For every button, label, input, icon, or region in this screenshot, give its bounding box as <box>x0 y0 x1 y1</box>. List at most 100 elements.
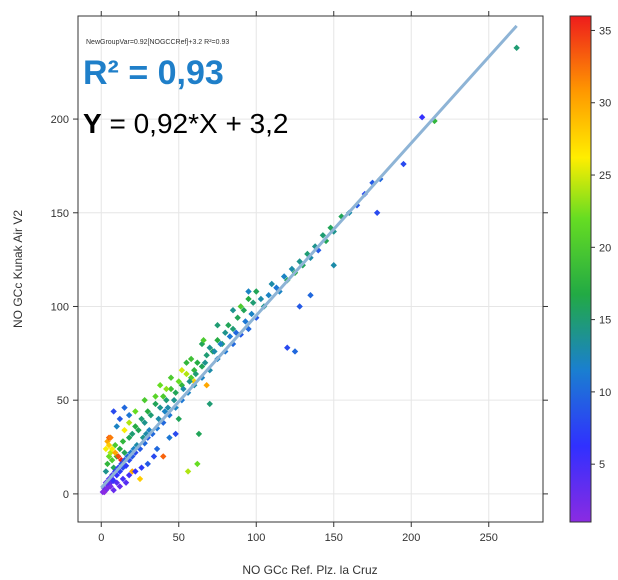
data-point-48 <box>125 434 133 441</box>
data-point-56 <box>152 400 159 408</box>
data-point-194 <box>121 426 128 434</box>
data-point-135 <box>138 464 145 471</box>
data-point-199 <box>200 337 207 344</box>
data-point-102 <box>431 117 438 125</box>
x-tick-label-4: 200 <box>402 532 420 544</box>
data-point-106 <box>121 404 128 411</box>
data-point-109 <box>107 434 114 441</box>
data-point-105 <box>116 415 124 423</box>
data-point-178 <box>288 265 296 273</box>
data-point-72 <box>214 337 221 344</box>
y-tick-label-3: 150 <box>51 208 69 220</box>
data-point-62 <box>175 378 182 385</box>
data-point-61 <box>172 389 179 396</box>
regression-line <box>100 24 518 489</box>
data-point-131 <box>166 434 173 441</box>
data-point-108 <box>113 423 120 430</box>
data-point-134 <box>150 453 158 460</box>
data-point-133 <box>144 460 151 468</box>
data-point-110 <box>105 441 113 449</box>
data-point-132 <box>172 430 179 438</box>
r-squared-label: R² = 0,93 <box>83 54 224 92</box>
data-point-100 <box>400 160 407 168</box>
data-point-193 <box>125 419 133 426</box>
x-tick-label-3: 150 <box>325 532 343 544</box>
x-tick-label-5: 250 <box>480 532 498 544</box>
data-point-118 <box>184 468 192 475</box>
data-point-76 <box>229 325 237 333</box>
colorbar-tick-label-4: 25 <box>599 170 611 182</box>
data-point-111 <box>108 445 116 453</box>
y-axis-ticks: 0 50 100 150 200 <box>51 114 548 501</box>
y-tick-label-4: 200 <box>51 114 69 126</box>
data-point-165 <box>186 378 193 385</box>
data-point-174 <box>257 295 265 303</box>
data-point-179 <box>296 258 303 265</box>
data-point-136 <box>132 468 139 475</box>
data-point-163 <box>170 396 178 404</box>
data-point-142 <box>110 486 117 494</box>
data-point-45 <box>116 445 124 453</box>
data-point-175 <box>265 292 272 299</box>
data-point-127 <box>203 381 210 389</box>
data-point-68 <box>198 363 206 370</box>
data-point-144 <box>104 485 111 492</box>
data-point-13 <box>129 453 136 460</box>
plot-frame <box>77 15 544 523</box>
data-point-143 <box>107 483 114 490</box>
data-point-79 <box>240 307 248 314</box>
x-tick-label-1: 50 <box>173 532 185 544</box>
equation-rest: = 0,92*X + 3,2 <box>101 108 289 139</box>
data-point-170 <box>226 333 234 340</box>
data-point-167 <box>201 359 209 366</box>
data-point-57 <box>156 404 164 411</box>
colorbar-tick-label-5: 30 <box>599 98 611 110</box>
data-point-117 <box>160 453 167 460</box>
colorbar <box>569 15 592 523</box>
data-point-177 <box>280 273 288 280</box>
data-point-74 <box>222 329 229 336</box>
data-point-161 <box>161 408 168 415</box>
data-point-43 <box>112 441 119 449</box>
colorbar-tick-label-1: 10 <box>599 387 611 399</box>
data-point-84 <box>268 280 275 288</box>
data-point-139 <box>119 475 127 483</box>
data-point-120 <box>195 430 203 438</box>
data-point-81 <box>249 299 257 306</box>
data-point-169 <box>217 340 224 348</box>
data-point-121 <box>206 400 213 408</box>
data-point-67 <box>194 359 201 366</box>
data-point-70 <box>206 344 213 351</box>
grid <box>78 16 543 522</box>
data-point-41 <box>108 456 116 464</box>
data-point-89 <box>307 254 314 261</box>
data-point-60 <box>167 385 175 393</box>
y-tick-label-1: 50 <box>57 395 69 407</box>
data-point-35 <box>104 460 111 468</box>
colorbar-tick-label-6: 35 <box>599 25 611 37</box>
colorbar-ticks: 5 10 15 20 25 30 35 <box>591 25 611 471</box>
data-point-185 <box>167 374 175 381</box>
data-point-195 <box>152 393 159 400</box>
data-point-112 <box>112 449 119 456</box>
data-point-59 <box>163 396 170 404</box>
colorbar-tick-label-3: 20 <box>599 242 611 254</box>
data-point-54 <box>144 408 151 415</box>
data-point-164 <box>180 385 187 393</box>
data-point-91 <box>322 237 330 245</box>
data-point-125 <box>296 303 303 310</box>
data-point-197 <box>178 367 186 374</box>
data-point-107 <box>125 411 133 419</box>
data-point-75 <box>225 322 232 329</box>
data-point-80 <box>245 295 252 303</box>
data-point-138 <box>122 479 130 486</box>
data-point-141 <box>113 479 120 486</box>
data-point-198 <box>187 355 195 363</box>
data-point-190 <box>245 288 252 295</box>
regression-annotation-small: NewGroupVar=0.92[NOGCCRef]+3.2 R²=0.93 <box>86 39 230 46</box>
data-point-34 <box>102 468 110 475</box>
data-point-69 <box>203 352 210 359</box>
data-point-182 <box>319 232 327 239</box>
regression-equation: Y = 0,92*X + 3,2 <box>83 108 289 140</box>
